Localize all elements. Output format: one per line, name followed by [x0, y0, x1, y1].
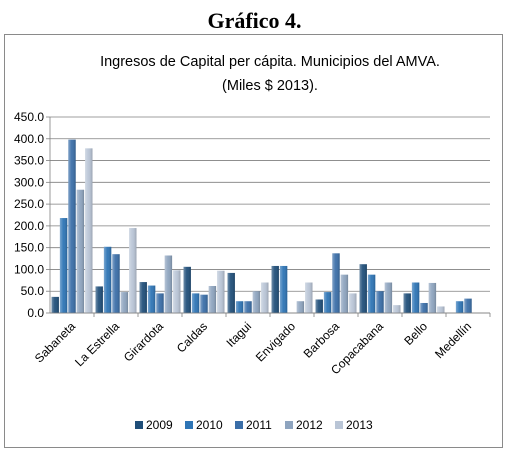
bar-shading [208, 285, 217, 313]
bar-shading [359, 264, 367, 313]
bar-shading [420, 302, 428, 313]
bar-shading [59, 218, 68, 313]
bar-shading [305, 282, 313, 313]
legend-swatch [235, 421, 243, 429]
bar-shading [464, 298, 472, 313]
x-tick-label: Sabaneta [32, 319, 78, 365]
y-tick-label: 250.0 [14, 197, 44, 211]
bar-shading [349, 293, 357, 313]
bar-shading [85, 148, 93, 313]
bar-shading [156, 293, 164, 313]
bar-shading [393, 305, 401, 313]
chart-title-line-1: Ingresos de Capital per cápita. Municipi… [100, 54, 440, 70]
bar-shading [340, 274, 349, 313]
bar-shading [323, 292, 332, 313]
x-tick-label: Girardota [121, 319, 167, 365]
bar-shading [139, 282, 147, 313]
x-tick-label: Bello [401, 319, 430, 348]
y-tick-label: 100.0 [14, 262, 44, 276]
bar-shading [103, 246, 112, 313]
bar-shading [384, 282, 393, 313]
bar-shading [120, 292, 129, 313]
bar-shading [191, 293, 200, 313]
bar-shading [227, 272, 235, 313]
bar-shading [455, 301, 464, 313]
figure-heading: Gráfico 4. [207, 8, 302, 33]
legend-label: 2012 [296, 418, 323, 432]
x-tick-label: Medellín [432, 319, 474, 361]
bar-shading [217, 270, 225, 313]
bar-shading [332, 253, 340, 313]
bar-shading [428, 282, 437, 313]
bar-shading [271, 265, 279, 313]
bar-shading [147, 285, 156, 313]
legend-label: 2013 [346, 418, 373, 432]
bar-shading [437, 306, 445, 313]
bar-shading [76, 189, 85, 313]
y-tick-label: 0.0 [27, 306, 44, 320]
y-tick-label: 50.0 [21, 284, 45, 298]
legend-label: 2009 [146, 418, 173, 432]
y-tick-label: 300.0 [14, 175, 44, 189]
legend-swatch [135, 421, 143, 429]
y-tick-label: 150.0 [14, 241, 44, 255]
bar-shading [261, 282, 269, 313]
y-tick-label: 400.0 [14, 132, 44, 146]
chart-title-line-2: (Miles $ 2013). [222, 78, 318, 94]
legend-swatch [335, 421, 343, 429]
x-tick-label: Envigado [253, 319, 299, 365]
legend-label: 2010 [196, 418, 223, 432]
x-tick-label: La Estrella [72, 319, 122, 369]
bar-shading [403, 293, 411, 313]
y-tick-label: 350.0 [14, 154, 44, 168]
y-tick-label: 450.0 [14, 110, 44, 124]
bar-shading [51, 296, 59, 313]
bar-shading [235, 301, 244, 313]
bar-shading [173, 270, 181, 313]
bar-shading [244, 301, 252, 313]
y-tick-label: 200.0 [14, 219, 44, 233]
bar-shading [315, 299, 323, 313]
legend-label: 2011 [246, 418, 272, 432]
bar-shading [164, 255, 173, 313]
bar-shading [68, 139, 76, 313]
bar-shading [252, 291, 261, 313]
bar-shading [296, 301, 305, 313]
x-tick-label: Barbosa [301, 319, 343, 361]
bar-shading [95, 286, 103, 313]
bar-shading [367, 274, 376, 313]
bar-shading [411, 282, 420, 313]
bar-shading [183, 266, 191, 313]
bar-shading [279, 265, 288, 313]
bar-shading [200, 294, 208, 313]
legend-swatch [285, 421, 293, 429]
x-tick-label: Itagui [223, 319, 254, 350]
bar-shading [112, 254, 120, 313]
x-tick-label: Caldas [174, 319, 210, 355]
bar-shading [129, 228, 137, 313]
bar-shading [376, 291, 384, 313]
legend-swatch [185, 421, 193, 429]
